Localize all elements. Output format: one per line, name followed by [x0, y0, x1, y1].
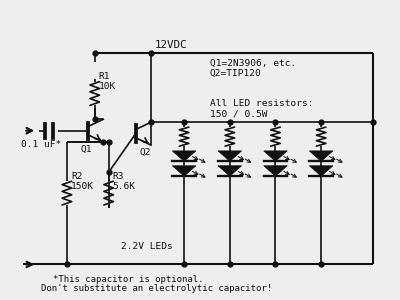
Text: R3
5.6K: R3 5.6K — [113, 172, 136, 191]
Polygon shape — [264, 166, 287, 176]
Text: 2.2V LEDs: 2.2V LEDs — [120, 242, 172, 251]
Polygon shape — [309, 151, 333, 161]
Text: Q2: Q2 — [140, 148, 151, 158]
Text: 0.1 uF*: 0.1 uF* — [21, 140, 62, 148]
Polygon shape — [218, 151, 242, 161]
Polygon shape — [172, 166, 196, 176]
Text: 12VDC: 12VDC — [155, 40, 188, 50]
Polygon shape — [309, 166, 333, 176]
Text: *This capacitor is optional.: *This capacitor is optional. — [53, 275, 204, 284]
Polygon shape — [218, 166, 242, 176]
Text: Q1=2N3906, etc.
Q2=TIP120: Q1=2N3906, etc. Q2=TIP120 — [210, 58, 296, 78]
Text: Don't substitute an electrolytic capacitor!: Don't substitute an electrolytic capacit… — [41, 284, 272, 293]
Text: All LED resistors:
150 / 0.5W: All LED resistors: 150 / 0.5W — [210, 99, 314, 118]
Text: R1
10K: R1 10K — [99, 72, 116, 91]
Text: R2
150K: R2 150K — [71, 172, 94, 191]
Polygon shape — [264, 151, 287, 161]
Polygon shape — [172, 151, 196, 161]
Text: Q1: Q1 — [80, 146, 92, 154]
